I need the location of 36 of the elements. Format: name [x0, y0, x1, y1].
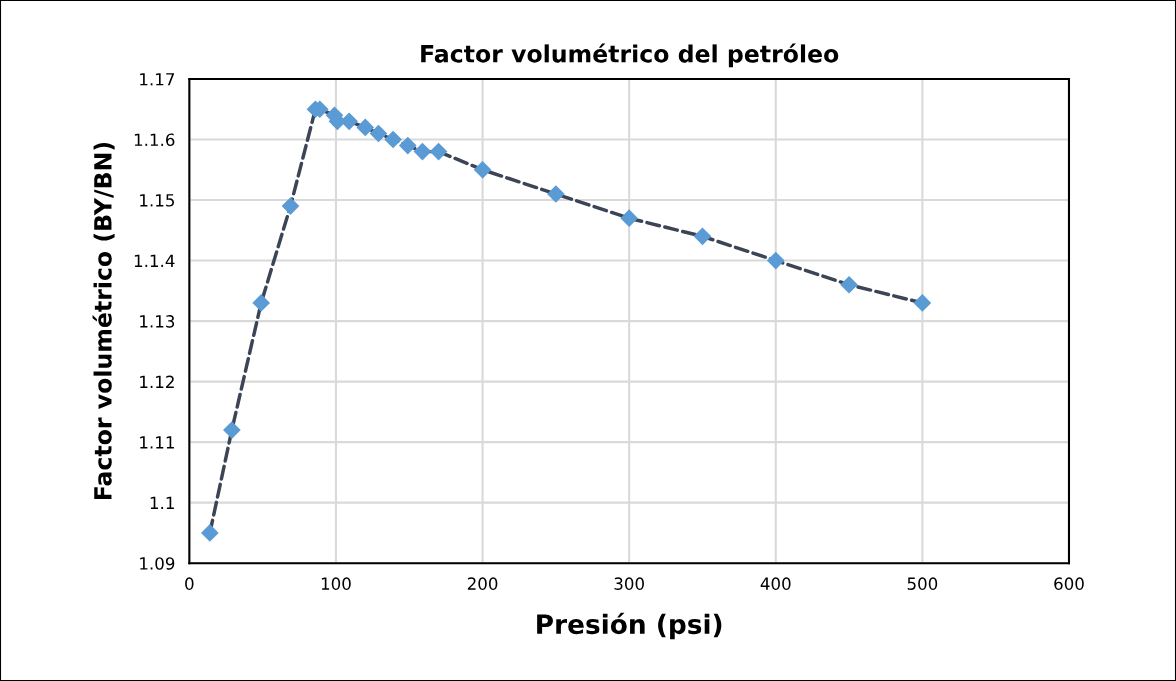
x-tick-label: 0: [185, 577, 194, 590]
x-tick-label: 100: [321, 577, 351, 590]
point: [620, 209, 638, 227]
point: [767, 252, 785, 270]
point: [201, 524, 219, 542]
point: [369, 124, 388, 143]
y-axis-title: Factor volumétrico (BY/BN): [92, 142, 115, 500]
point: [693, 227, 712, 245]
y-tick-label: 1.1.4: [134, 254, 175, 267]
x-tick-label: 300: [614, 577, 644, 590]
x-tick-label: 500: [907, 577, 938, 590]
point: [223, 421, 241, 439]
y-tick-label: 1.09: [140, 557, 175, 570]
y-tick-label: 1.11: [140, 436, 174, 449]
point: [399, 137, 417, 155]
y-tick-label: 1.1.6: [134, 133, 175, 147]
y-tick-label: 1.1: [150, 496, 174, 509]
x-tick-label: 600: [1054, 577, 1084, 590]
y-tick-label: 1.17: [140, 73, 175, 86]
point: [281, 197, 300, 215]
point: [840, 276, 858, 294]
y-tick-label: 1.15: [140, 194, 174, 207]
point: [473, 161, 492, 179]
point: [252, 294, 270, 312]
x-axis-title: Presión (psi): [537, 612, 722, 640]
x-tick-label: 400: [760, 577, 791, 590]
x-tick-label: 200: [467, 577, 498, 590]
point: [547, 185, 565, 203]
point: [356, 118, 374, 136]
chart-title: Factor volumétrico del petróleo: [421, 43, 839, 68]
y-tick-label: 1.13: [140, 315, 175, 328]
point: [413, 143, 431, 161]
point: [913, 294, 931, 312]
y-tick-label: 1.12: [140, 375, 174, 388]
point: [430, 143, 448, 161]
point: [384, 130, 402, 149]
